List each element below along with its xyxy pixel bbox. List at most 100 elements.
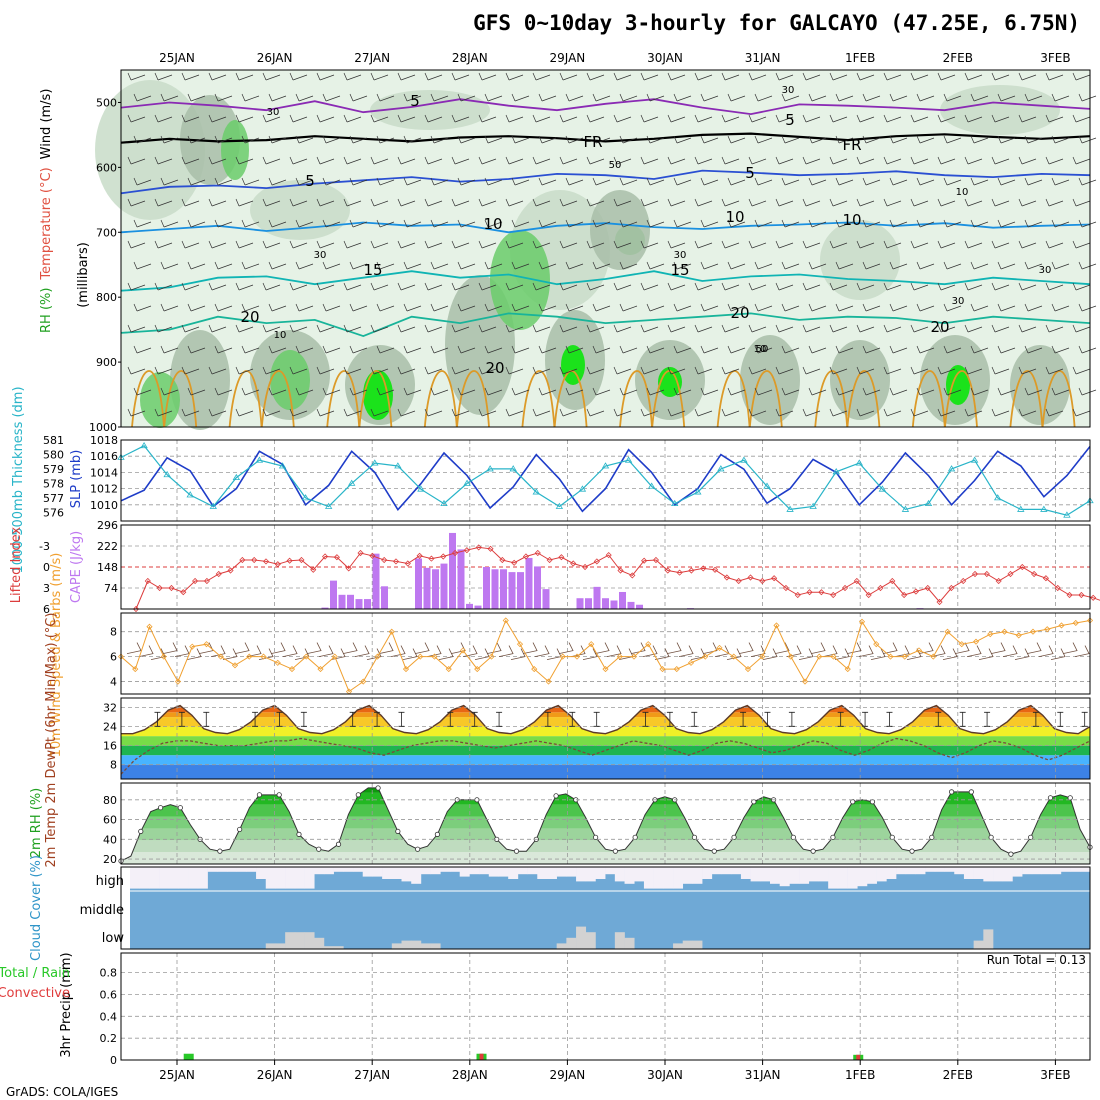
wind-barb [1018,72,1037,81]
wind-barb [511,219,530,228]
cape-bar [517,572,524,609]
li-marker [818,589,825,596]
wind-barb [997,345,1016,354]
wind-barb [133,303,152,312]
wind-barb [397,240,416,249]
li-marker [794,591,801,599]
li-marker [192,577,199,585]
wind-barb [586,114,605,123]
wind-marker [801,678,809,685]
wind-barb [559,240,578,249]
cloud-high-clear [828,867,839,889]
cloud-high-clear [343,867,354,872]
wind-barb [781,135,800,144]
wind-marker [317,666,324,673]
wind-barb [592,135,611,144]
wind-barb [775,156,794,165]
wind-barb [970,93,989,102]
wind-barb [910,156,929,165]
wind-barb [721,240,740,249]
wind-barb [586,198,605,207]
wind-barb [403,345,422,354]
wind-barb [700,387,719,396]
rh-marker [217,848,223,854]
wind-marker [830,653,837,660]
wind-barb [1014,648,1030,661]
wind-barb [457,177,476,186]
wind-barb [289,156,308,165]
li-marker [440,553,447,560]
li-marker [428,555,435,562]
cloud-high-clear [925,867,936,872]
wind-barb [808,345,827,354]
wind-barb [829,114,848,123]
wind-barb [640,240,659,249]
cape-bar [321,607,329,609]
wind-barb [916,261,935,270]
wind-barb [370,282,389,291]
wind-barb [991,240,1010,249]
wind-barb [133,261,152,270]
li-marker [487,545,494,552]
cloud-high-clear [440,867,451,872]
li-marker [581,563,589,571]
wind-barb [160,303,179,312]
wind-barb [1045,114,1064,123]
cloud-low-block [411,940,422,949]
date-label-bottom: 27JAN [354,1068,390,1082]
cloud-high-clear [731,867,742,875]
wind-barb [750,645,766,658]
wind-barb [700,345,719,354]
wind-barb [214,345,233,354]
thickness-marker [809,502,817,509]
li-marker [144,577,151,585]
wind-barb [522,642,538,655]
wind-barb [586,282,605,291]
wind-barb [397,198,416,207]
isotherm-loop [228,370,263,428]
cape-bar [466,603,473,609]
rh-marker [316,846,322,852]
cloud-low-block [614,932,625,949]
wind-barb [565,219,584,228]
wind-barb [403,303,422,312]
wind-barb [154,72,173,81]
wind-barb [592,177,611,186]
thickness-marker [1040,505,1048,512]
wind-barb [1024,177,1043,186]
wind-barb [1045,408,1064,417]
wind-barb [970,135,989,144]
wind-barb [586,156,605,165]
cloud-high-clear [372,867,383,877]
thickness-marker [440,499,448,507]
cloud-high-clear [886,867,897,879]
panel-frame [120,697,1091,780]
wind-barb [667,408,686,417]
wind-barb [775,366,794,375]
wind-barb [214,135,233,144]
cloud-low-block [624,937,635,949]
wind-barb [1051,177,1070,186]
contour-label: 30 [267,107,280,118]
wind-barb [970,303,989,312]
wind-barb [754,135,773,144]
li-marker [593,558,600,565]
wind-barb [754,93,773,102]
wind-barb [403,219,422,228]
wind-barb [403,93,422,102]
li-marker [534,549,541,557]
wind-barb [937,282,956,291]
wind-barb [1026,642,1042,655]
wind-barb [808,261,827,270]
wind-barb [700,93,719,102]
wind-barb [424,282,443,291]
cloud-high-clear [217,867,228,872]
cloud-high-clear [944,867,955,872]
wind-barb [241,135,260,144]
wind-barb [970,177,989,186]
isotherm-line [120,312,1091,338]
wind-barb [214,387,233,396]
wind-barb [505,156,524,165]
wind-barb [754,219,773,228]
